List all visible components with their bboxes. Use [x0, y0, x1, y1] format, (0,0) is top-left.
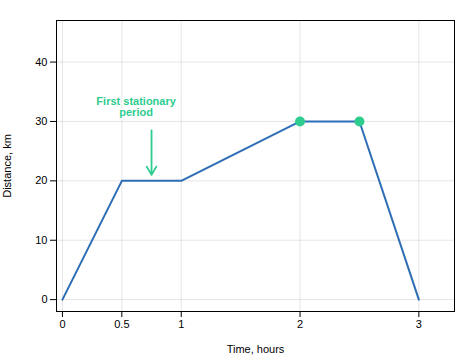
svg-text:2: 2 [297, 318, 303, 330]
svg-text:0: 0 [41, 293, 47, 305]
svg-text:1: 1 [178, 318, 184, 330]
svg-text:0: 0 [59, 318, 65, 330]
svg-text:10: 10 [35, 234, 47, 246]
svg-text:40: 40 [35, 56, 47, 68]
svg-text:Time, hours: Time, hours [227, 343, 285, 355]
svg-text:0.5: 0.5 [114, 318, 129, 330]
svg-text:30: 30 [35, 115, 47, 127]
svg-text:First stationaryperiod: First stationaryperiod [96, 95, 176, 118]
svg-text:3: 3 [416, 318, 422, 330]
svg-text:20: 20 [35, 174, 47, 186]
svg-text:Distance, km: Distance, km [1, 134, 13, 198]
